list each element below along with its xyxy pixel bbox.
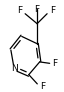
Text: F: F (40, 82, 45, 91)
Text: N: N (11, 64, 17, 73)
Text: F: F (52, 59, 58, 68)
Text: F: F (50, 6, 55, 15)
Text: F: F (17, 6, 22, 15)
Text: F: F (35, 5, 40, 14)
